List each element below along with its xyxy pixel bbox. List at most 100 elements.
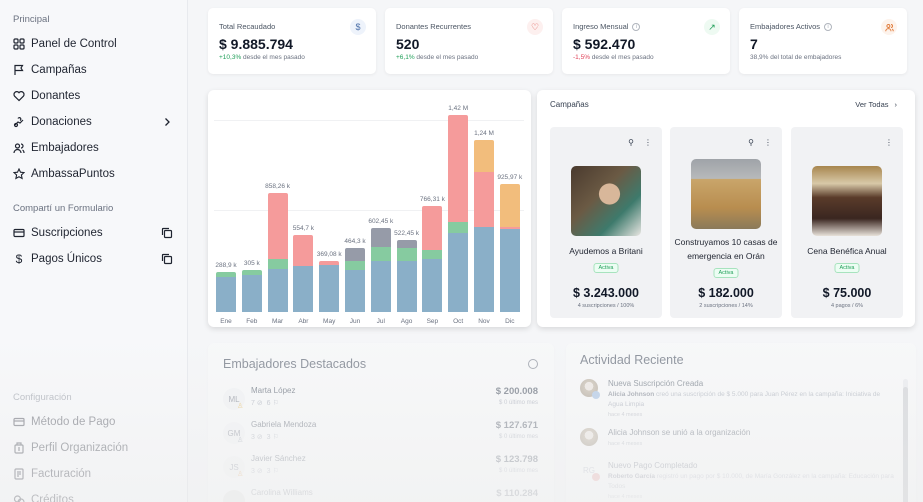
sidebar-item-embajadores[interactable]: Embajadores: [13, 135, 187, 161]
x-axis-label: Ene: [220, 318, 232, 325]
campaigns-count: 6: [266, 400, 271, 407]
chevron-right-icon[interactable]: [161, 116, 173, 128]
activity-heading: Nuevo Pago Completado: [608, 461, 698, 470]
copy-icon[interactable]: [161, 227, 173, 239]
avatar: RG: [583, 465, 595, 475]
bar-segment-rojo: [499, 226, 520, 229]
campaign-name: Construyamos 10 casas de emergencia en O…: [674, 237, 778, 261]
bar-segment-rojo: [319, 260, 340, 265]
sidebar-item-creditos[interactable]: Créditos: [13, 487, 188, 502]
campaign-meta: 2 suscripciones / 14%: [699, 303, 753, 309]
scroll-thumb[interactable]: [903, 387, 908, 502]
sidebar-item-metodo-de-pago[interactable]: Método de Pago: [13, 409, 188, 435]
bar-total-label: 766,31 k: [419, 195, 445, 203]
activity-title: Actividad Reciente: [580, 353, 684, 367]
pin-icon[interactable]: ⚲: [748, 138, 754, 147]
activity-scrollbar[interactable]: [903, 379, 908, 502]
top-ambassadors-card: Embajadores Destacados ML ♙ Marta López …: [208, 343, 554, 502]
ambassador-last-month: $ 0 último mes: [498, 434, 538, 440]
campaign-tile[interactable]: ⋮ Cena Benéfica Anual Activa $ 75.000 4 …: [791, 127, 903, 318]
ambassador-row[interactable]: GM ♙ Gabriela Mendoza 3 ⊘ 3 ⚐ $ 127.671 …: [223, 420, 538, 452]
pin-icon[interactable]: ⚲: [628, 138, 634, 147]
avatar: GM: [223, 422, 245, 444]
ambassador-row[interactable]: Carolina Williams $ 110.284: [223, 488, 538, 502]
kpi-change: -1,5%: [573, 54, 590, 61]
sidebar-item-label: Donaciones: [31, 116, 92, 128]
sidebar-item-pagos-unicos[interactable]: $ Pagos Únicos: [13, 246, 187, 272]
kpi-total-recaudado: Total Recaudado $ 9.885.794 +10,3% desde…: [208, 8, 376, 74]
bar-jun[interactable]: [345, 247, 365, 312]
ambassador-stats: 7 ⊘ 6 ⚐: [251, 399, 279, 407]
kpi-change-suffix: desde el mes pasado: [414, 54, 479, 61]
sidebar-item-panel-de-control[interactable]: Panel de Control: [13, 31, 187, 57]
coins-icon: [13, 494, 25, 502]
info-icon[interactable]: i: [632, 22, 641, 31]
stacked-bar-chart: 288,9 k Ene 305 k Feb 858,26 k Mar 554,7 k Abr 3…: [214, 90, 524, 325]
more-vertical-icon[interactable]: ⋮: [644, 138, 652, 147]
campaign-tile[interactable]: ⚲ ⋮ Ayudemos a Britani Activa $ 3.243.00…: [550, 127, 662, 318]
more-vertical-icon[interactable]: ⋮: [764, 138, 772, 147]
bar-segment-base: [474, 227, 494, 312]
info-icon[interactable]: [528, 359, 538, 369]
bar-may[interactable]: [319, 260, 340, 312]
sidebar-item-ambassapuntos[interactable]: AmbassaPuntos: [13, 161, 187, 187]
bar-segment-verde: [448, 221, 469, 233]
view-all-label: Ver Todas: [855, 100, 889, 109]
status-badge: Activa: [593, 263, 619, 273]
star-icon: [13, 168, 25, 180]
more-vertical-icon[interactable]: ⋮: [885, 138, 893, 147]
ambassador-name: Gabriela Mendoza: [251, 420, 317, 429]
ambassador-stats: 3 ⊘ 3 ⚐: [251, 467, 279, 475]
activity-time: hace 4 meses: [608, 441, 643, 447]
campaign-image-child: [571, 166, 641, 236]
campaign-tile[interactable]: ⚲ ⋮ Construyamos 10 casas de emergencia …: [670, 127, 782, 318]
ambassador-last-month: $ 0 último mes: [498, 468, 538, 474]
ambassador-row[interactable]: JS ♙ Javier Sánchez 3 ⊘ 3 ⚐ $ 123.798 $ …: [223, 454, 538, 486]
info-icon[interactable]: i: [824, 22, 833, 31]
x-axis-label: Dic: [505, 318, 515, 325]
ambassador-amount: $ 110.284: [496, 488, 538, 499]
bar-mar[interactable]: [267, 193, 288, 312]
x-axis-label: Jul: [376, 318, 385, 325]
kpi-title: Total Recaudado: [219, 22, 276, 31]
x-axis-label: May: [323, 318, 336, 325]
bar-abr[interactable]: [293, 235, 314, 312]
bar-total-label: 925,97 k: [497, 173, 523, 181]
ambassador-amount: $ 200.008: [495, 386, 538, 397]
bar-feb[interactable]: [241, 269, 262, 312]
bar-total-label: 464,3 k: [344, 237, 366, 245]
bar-oct[interactable]: [448, 115, 469, 312]
heart-icon: ♡: [527, 19, 543, 35]
bar-dic[interactable]: [499, 183, 520, 312]
bar-segment-base: [345, 270, 365, 312]
sidebar-item-donantes[interactable]: Donantes: [13, 83, 187, 109]
bar-total-label: 858,26 k: [265, 182, 291, 190]
activity-description: Alicia Johnson creó una suscripción de $…: [608, 390, 894, 420]
ambassador-row[interactable]: ML ♙ Marta López 7 ⊘ 6 ⚐ $ 200.008 $ 0 ú…: [223, 386, 538, 418]
card-icon: [13, 416, 25, 428]
bar-segment-rojo: [267, 193, 288, 260]
sidebar-item-suscripciones[interactable]: Suscripciones: [13, 220, 187, 246]
copy-icon[interactable]: [161, 253, 173, 265]
bar-segment-naranja: [474, 140, 494, 172]
bar-jul[interactable]: [370, 228, 391, 312]
sidebar-item-perfil-organizacion[interactable]: Perfil Organización: [13, 435, 188, 461]
bar-segment-verde: [370, 246, 391, 261]
bar-total-label: 1,42 M: [448, 105, 469, 113]
campaign-amount: $ 182.000: [698, 286, 754, 300]
bar-segment-rojo: [474, 171, 494, 228]
bar-sep[interactable]: [422, 205, 443, 312]
sidebar-item-label: Facturación: [31, 468, 92, 480]
kpi-change-suffix: desde el mes pasado: [589, 54, 654, 61]
bar-ene[interactable]: [216, 271, 236, 312]
sidebar-item-campanas[interactable]: Campañas: [13, 57, 187, 83]
sidebar-item-label: Campañas: [31, 64, 87, 76]
view-all-link[interactable]: Ver Todas ›: [855, 100, 897, 109]
sidebar-item-donaciones[interactable]: Donaciones: [13, 109, 187, 135]
campaign-amount: $ 3.243.000: [572, 286, 640, 300]
bar-ago[interactable]: [396, 239, 417, 312]
bar-nov[interactable]: [474, 140, 494, 312]
sidebar-item-facturacion[interactable]: Facturación: [13, 461, 188, 487]
ambassador-amount: $ 123.798: [495, 454, 538, 465]
recent-activity-card: Actividad Reciente Nueva Suscripción Cre…: [566, 343, 916, 502]
